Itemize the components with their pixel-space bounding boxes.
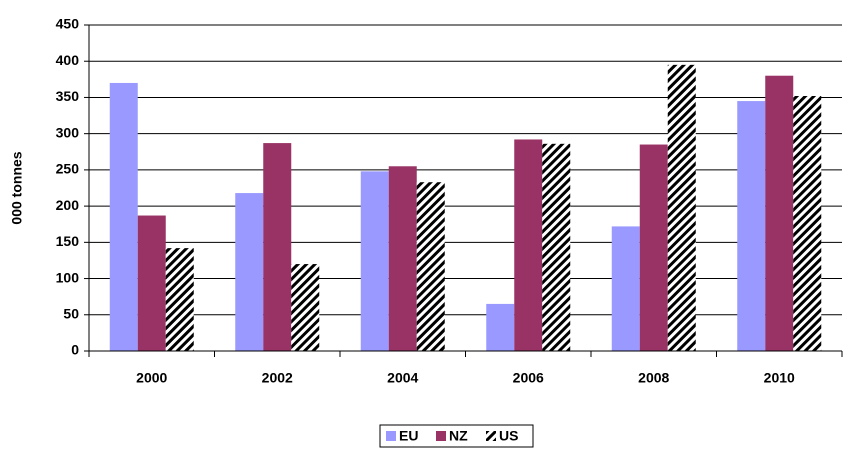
bar <box>235 193 264 351</box>
legend-label: US <box>499 428 518 444</box>
bar <box>416 182 445 351</box>
legend-label: NZ <box>449 428 468 444</box>
legend-label: EU <box>399 428 418 444</box>
x-tick-label: 2006 <box>513 370 544 386</box>
y-tick-label: 100 <box>56 269 80 285</box>
x-tick-label: 2002 <box>262 370 293 386</box>
y-axis-label: 000 tonnes <box>9 151 25 224</box>
bar <box>514 139 543 351</box>
legend-swatch <box>486 431 496 441</box>
y-tick-label: 350 <box>56 88 80 104</box>
bar <box>765 75 794 351</box>
y-tick-label: 150 <box>56 233 80 249</box>
x-tick-label: 2010 <box>764 370 795 386</box>
y-tick-label: 400 <box>56 52 80 68</box>
bar <box>737 101 766 351</box>
legend-swatch <box>436 431 446 441</box>
bar <box>639 144 668 351</box>
bar <box>667 64 696 351</box>
bar <box>360 171 389 351</box>
y-tick-label: 0 <box>71 342 79 358</box>
y-tick-label: 300 <box>56 124 80 140</box>
y-tick-label: 200 <box>56 197 80 213</box>
bar <box>165 248 194 351</box>
x-tick-label: 2008 <box>638 370 669 386</box>
legend-swatch <box>386 431 396 441</box>
x-tick-label: 2004 <box>387 370 418 386</box>
y-tick-label: 50 <box>63 305 79 321</box>
bar <box>793 95 822 352</box>
bar <box>137 215 166 351</box>
y-tick-label: 450 <box>56 16 80 32</box>
bar <box>388 166 417 351</box>
bar <box>109 82 138 351</box>
bar <box>486 303 515 351</box>
bar <box>263 143 292 351</box>
bar <box>542 143 571 351</box>
y-tick-label: 250 <box>56 161 80 177</box>
bar <box>611 226 640 351</box>
bar <box>291 264 320 351</box>
x-tick-label: 2000 <box>136 370 167 386</box>
legend-box <box>379 424 534 448</box>
